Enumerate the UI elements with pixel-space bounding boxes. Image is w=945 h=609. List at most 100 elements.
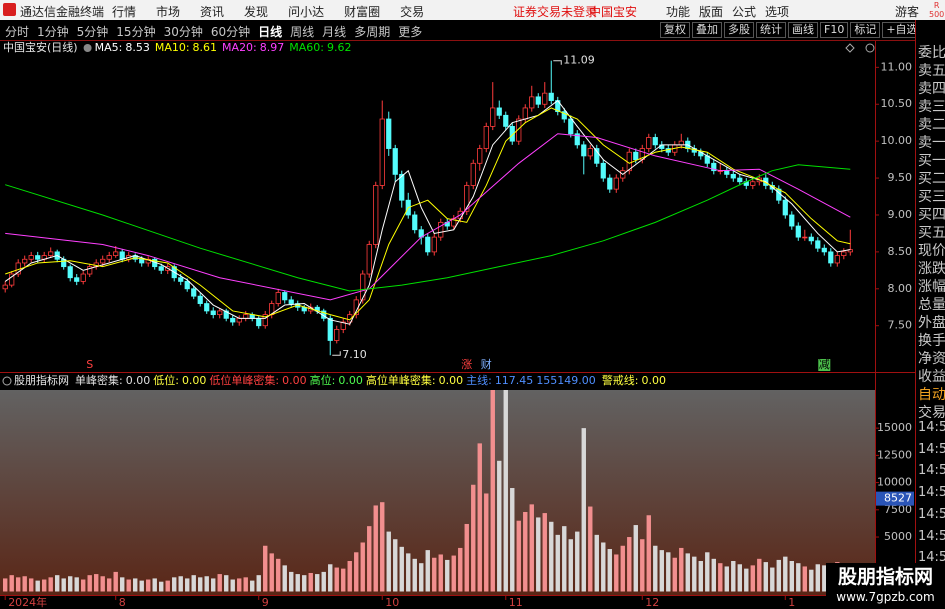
quote-label: 买一: [918, 153, 945, 169]
candle-body: [652, 137, 658, 146]
tool-button[interactable]: 标记: [850, 22, 881, 38]
y-tick-label: 11.00: [881, 60, 913, 73]
period-tab[interactable]: 日线: [258, 25, 283, 39]
tool-button[interactable]: F10: [820, 22, 849, 38]
quote-label: 涨幅: [918, 279, 945, 295]
volume-bar: [68, 576, 73, 592]
menu-item[interactable]: 问小达: [288, 5, 325, 19]
menu-item[interactable]: 选项: [765, 5, 790, 19]
menu-item[interactable]: 发现: [244, 5, 269, 19]
ma-legend: MA20: 8.97: [222, 41, 284, 54]
candle-body: [22, 258, 28, 264]
volume-bar: [204, 576, 209, 592]
trade-button[interactable]: 自动: [918, 387, 945, 403]
volume-bar: [536, 517, 541, 592]
tool-button[interactable]: 多股: [724, 22, 754, 38]
candle-body: [470, 162, 476, 186]
tool-button[interactable]: 复权: [660, 22, 690, 38]
candle-body: [737, 177, 743, 183]
app-name: 通达信金融终端: [20, 5, 105, 19]
volume-bar: [35, 580, 40, 592]
candle-body: [574, 133, 580, 146]
menu-item[interactable]: 财富圈: [344, 5, 381, 19]
x-tick-label: 11: [509, 596, 523, 609]
quote-label: 卖五: [918, 63, 945, 79]
ma-value: 9.62: [327, 41, 352, 54]
trade-button[interactable]: 交易: [918, 405, 945, 421]
period-tab[interactable]: 5分钟: [76, 25, 109, 39]
volume-bar: [315, 574, 320, 592]
candle-body: [750, 181, 756, 186]
ma-line: [5, 164, 851, 292]
volume-bar: [61, 578, 66, 592]
period-tab[interactable]: 1分钟: [37, 25, 69, 39]
indicator-label: 警戒线:: [602, 373, 639, 387]
candle-body: [808, 236, 814, 242]
candle-body: [815, 240, 821, 249]
period-tab[interactable]: 周线: [290, 25, 315, 39]
period-tab[interactable]: 分时: [5, 25, 30, 39]
menu-item[interactable]: 公式: [732, 5, 757, 19]
menu-item[interactable]: 市场: [156, 5, 181, 19]
candle-body: [477, 148, 483, 164]
candle-body: [529, 96, 535, 109]
candle-body: [496, 107, 502, 116]
menu-item[interactable]: 交易: [400, 5, 425, 19]
indicator-label: 低位:: [153, 373, 179, 387]
period-tab[interactable]: 60分钟: [210, 25, 251, 39]
volume-background: [0, 390, 875, 595]
event-marker[interactable]: 财: [481, 357, 492, 371]
volume-bar: [263, 545, 268, 592]
volume-bar: [484, 493, 489, 592]
volume-bar: [276, 558, 281, 592]
indicator-value: 低位: 0.00: [153, 373, 206, 387]
candle-body: [243, 314, 249, 319]
toggle-icon: [83, 44, 92, 52]
candle-body: [230, 317, 236, 323]
close-icon[interactable]: [865, 43, 875, 53]
quote-label: 外盘: [918, 315, 945, 331]
volume-bar: [289, 571, 294, 592]
event-marker[interactable]: 涨: [461, 358, 472, 371]
volume-bar: [406, 553, 411, 592]
period-tab[interactable]: 月线: [322, 25, 347, 39]
menu-item[interactable]: 功能: [666, 5, 691, 19]
volume-bar: [737, 564, 742, 592]
period-tab[interactable]: 30分钟: [163, 25, 203, 39]
period-tab[interactable]: 多周期: [354, 25, 391, 39]
volume-bar: [692, 556, 697, 592]
tool-button[interactable]: 叠加: [692, 22, 722, 38]
quote-label: 卖四: [918, 81, 945, 97]
menu-item[interactable]: 行情: [112, 5, 137, 19]
x-tick-label: 10: [385, 596, 399, 609]
volume-bar: [698, 561, 703, 592]
volume-bar: [399, 546, 404, 592]
candle-body: [100, 258, 106, 264]
candle-body: [795, 225, 801, 238]
candle-body: [581, 144, 587, 157]
indicator-number: 155149.00: [536, 374, 596, 387]
volume-bar: [724, 566, 729, 592]
menu-item[interactable]: 版面: [699, 5, 724, 19]
candle-body: [607, 177, 613, 190]
notice: 证券交易未登录: [513, 5, 598, 19]
indicator-label: 高位单峰密集:: [366, 373, 436, 387]
stock-name[interactable]: 中国宝安: [589, 5, 638, 19]
config-icon[interactable]: [845, 43, 855, 53]
menu-item[interactable]: 资讯: [200, 5, 225, 19]
volume-bar: [789, 561, 794, 592]
user[interactable]: 游客: [895, 5, 920, 19]
y-tick-label: 10.50: [881, 97, 913, 110]
period-tab[interactable]: 更多: [398, 25, 423, 39]
candle-body: [542, 92, 548, 105]
indicator-number: 0.00: [182, 374, 207, 387]
volume-bar: [666, 552, 671, 592]
tool-button[interactable]: 统计: [756, 22, 786, 38]
event-marker[interactable]: 减: [819, 358, 830, 371]
tool-button[interactable]: 画线: [788, 22, 818, 38]
period-tab[interactable]: 15分钟: [116, 25, 156, 39]
volume-bar: [659, 550, 664, 592]
y-tick-label: 5000: [884, 530, 912, 543]
event-marker[interactable]: S: [86, 358, 93, 371]
